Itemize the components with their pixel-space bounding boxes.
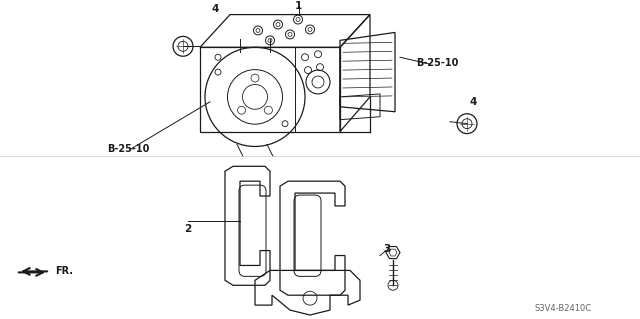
- Text: 3: 3: [383, 244, 390, 254]
- Text: 4: 4: [211, 4, 219, 14]
- Text: 4: 4: [469, 97, 477, 107]
- Text: 2: 2: [184, 224, 191, 234]
- Text: FR.: FR.: [55, 266, 73, 276]
- Text: B-25-10: B-25-10: [416, 58, 458, 68]
- Text: B-25-10: B-25-10: [107, 145, 149, 154]
- Text: S3V4-B2410C: S3V4-B2410C: [534, 304, 591, 313]
- Text: 1: 1: [294, 1, 301, 11]
